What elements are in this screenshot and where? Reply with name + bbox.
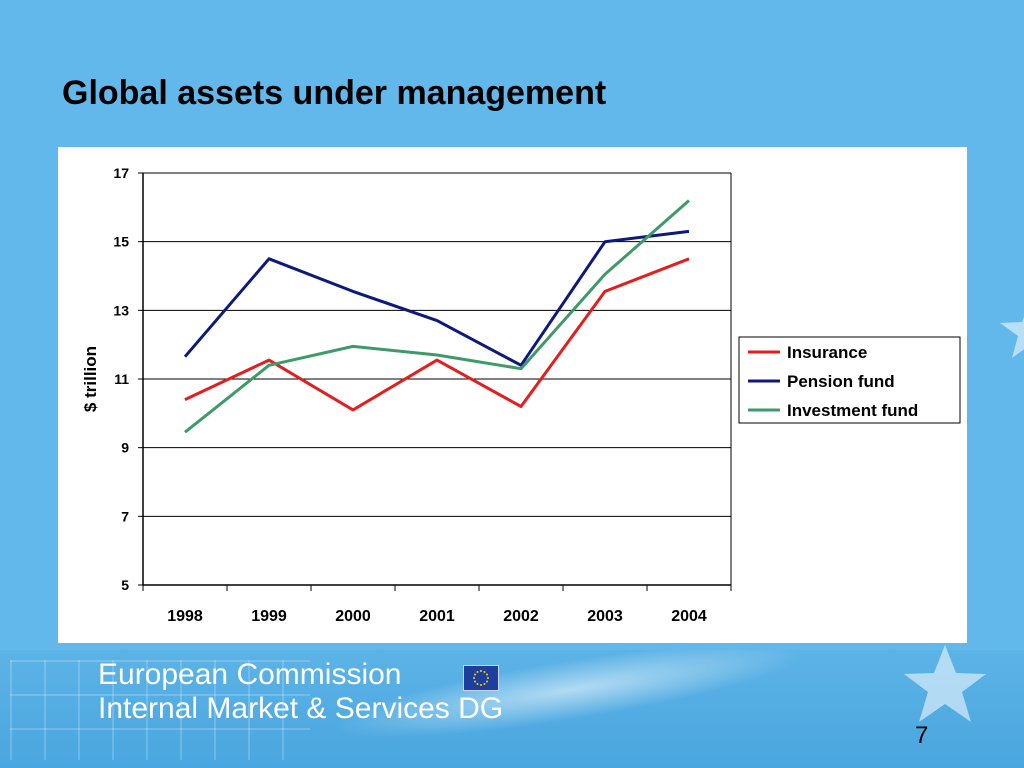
page-number: 7 — [915, 722, 929, 749]
footer-banner — [0, 650, 1024, 768]
y-tick-label: 15 — [113, 234, 129, 250]
org-name: European Commission — [98, 658, 402, 691]
legend-label-insurance: Insurance — [787, 343, 867, 362]
legend: Insurance Pension fund Investment fund — [738, 336, 961, 424]
legend-label-pension-fund: Pension fund — [787, 372, 895, 391]
axes: 5 7 9 11 13 15 17 1998 1999 2000 2001 2002 2003 2004 — [113, 165, 732, 625]
x-tick-label: 2002 — [503, 608, 539, 625]
x-tick-label: 2000 — [335, 608, 371, 625]
x-tick-label: 2003 — [587, 608, 623, 625]
star-icon — [1000, 316, 1024, 358]
series-line-insurance — [184, 257, 690, 412]
x-tick-label: 2001 — [419, 608, 455, 625]
y-tick-label: 9 — [121, 440, 129, 456]
eu-flag-icon — [463, 665, 499, 691]
y-tick-label: 13 — [113, 302, 129, 318]
series-line-pension-fund — [183, 229, 690, 367]
footer-grid-pattern — [10, 660, 310, 760]
y-tick-label: 17 — [113, 165, 129, 181]
x-tick-label: 1998 — [167, 608, 203, 625]
chart-panel: 5 7 9 11 13 15 17 1998 1999 2000 2001 2002 2003 2004 … — [58, 147, 967, 643]
y-tick-label: 11 — [114, 371, 129, 387]
series-lines — [183, 199, 690, 434]
series-line-investment-fund — [184, 199, 690, 434]
star-icon — [904, 645, 986, 722]
x-tick-label: 1999 — [251, 608, 287, 625]
legend-label-investment-fund: Investment fund — [787, 401, 918, 420]
slide-title: Global assets under management — [62, 74, 607, 112]
gridlines — [143, 172, 731, 517]
y-tick-label: 7 — [121, 508, 129, 524]
x-tick-label: 2004 — [671, 608, 707, 625]
y-axis-label: $ trillion — [81, 346, 100, 412]
y-tick-label: 5 — [121, 577, 129, 593]
org-department: Internal Market & Services DG — [98, 692, 504, 725]
